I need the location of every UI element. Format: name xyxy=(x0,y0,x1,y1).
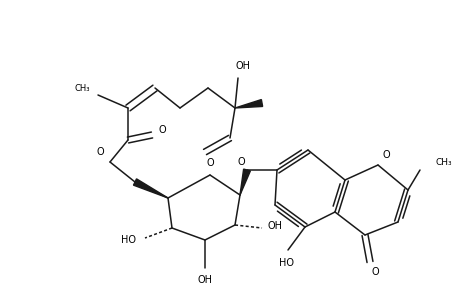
Text: O: O xyxy=(381,150,389,160)
Text: O: O xyxy=(206,158,213,168)
Text: OH: OH xyxy=(267,221,282,231)
Text: OH: OH xyxy=(197,275,212,285)
Text: O: O xyxy=(158,125,165,135)
Text: HO: HO xyxy=(278,258,293,268)
Polygon shape xyxy=(240,169,250,195)
Text: CH₃: CH₃ xyxy=(434,158,451,166)
Polygon shape xyxy=(235,100,262,108)
Polygon shape xyxy=(133,179,168,198)
Text: OH: OH xyxy=(235,61,250,71)
Text: O: O xyxy=(96,147,104,157)
Text: HO: HO xyxy=(120,235,135,245)
Text: O: O xyxy=(370,267,378,277)
Text: O: O xyxy=(237,157,244,167)
Text: CH₃: CH₃ xyxy=(74,83,90,92)
